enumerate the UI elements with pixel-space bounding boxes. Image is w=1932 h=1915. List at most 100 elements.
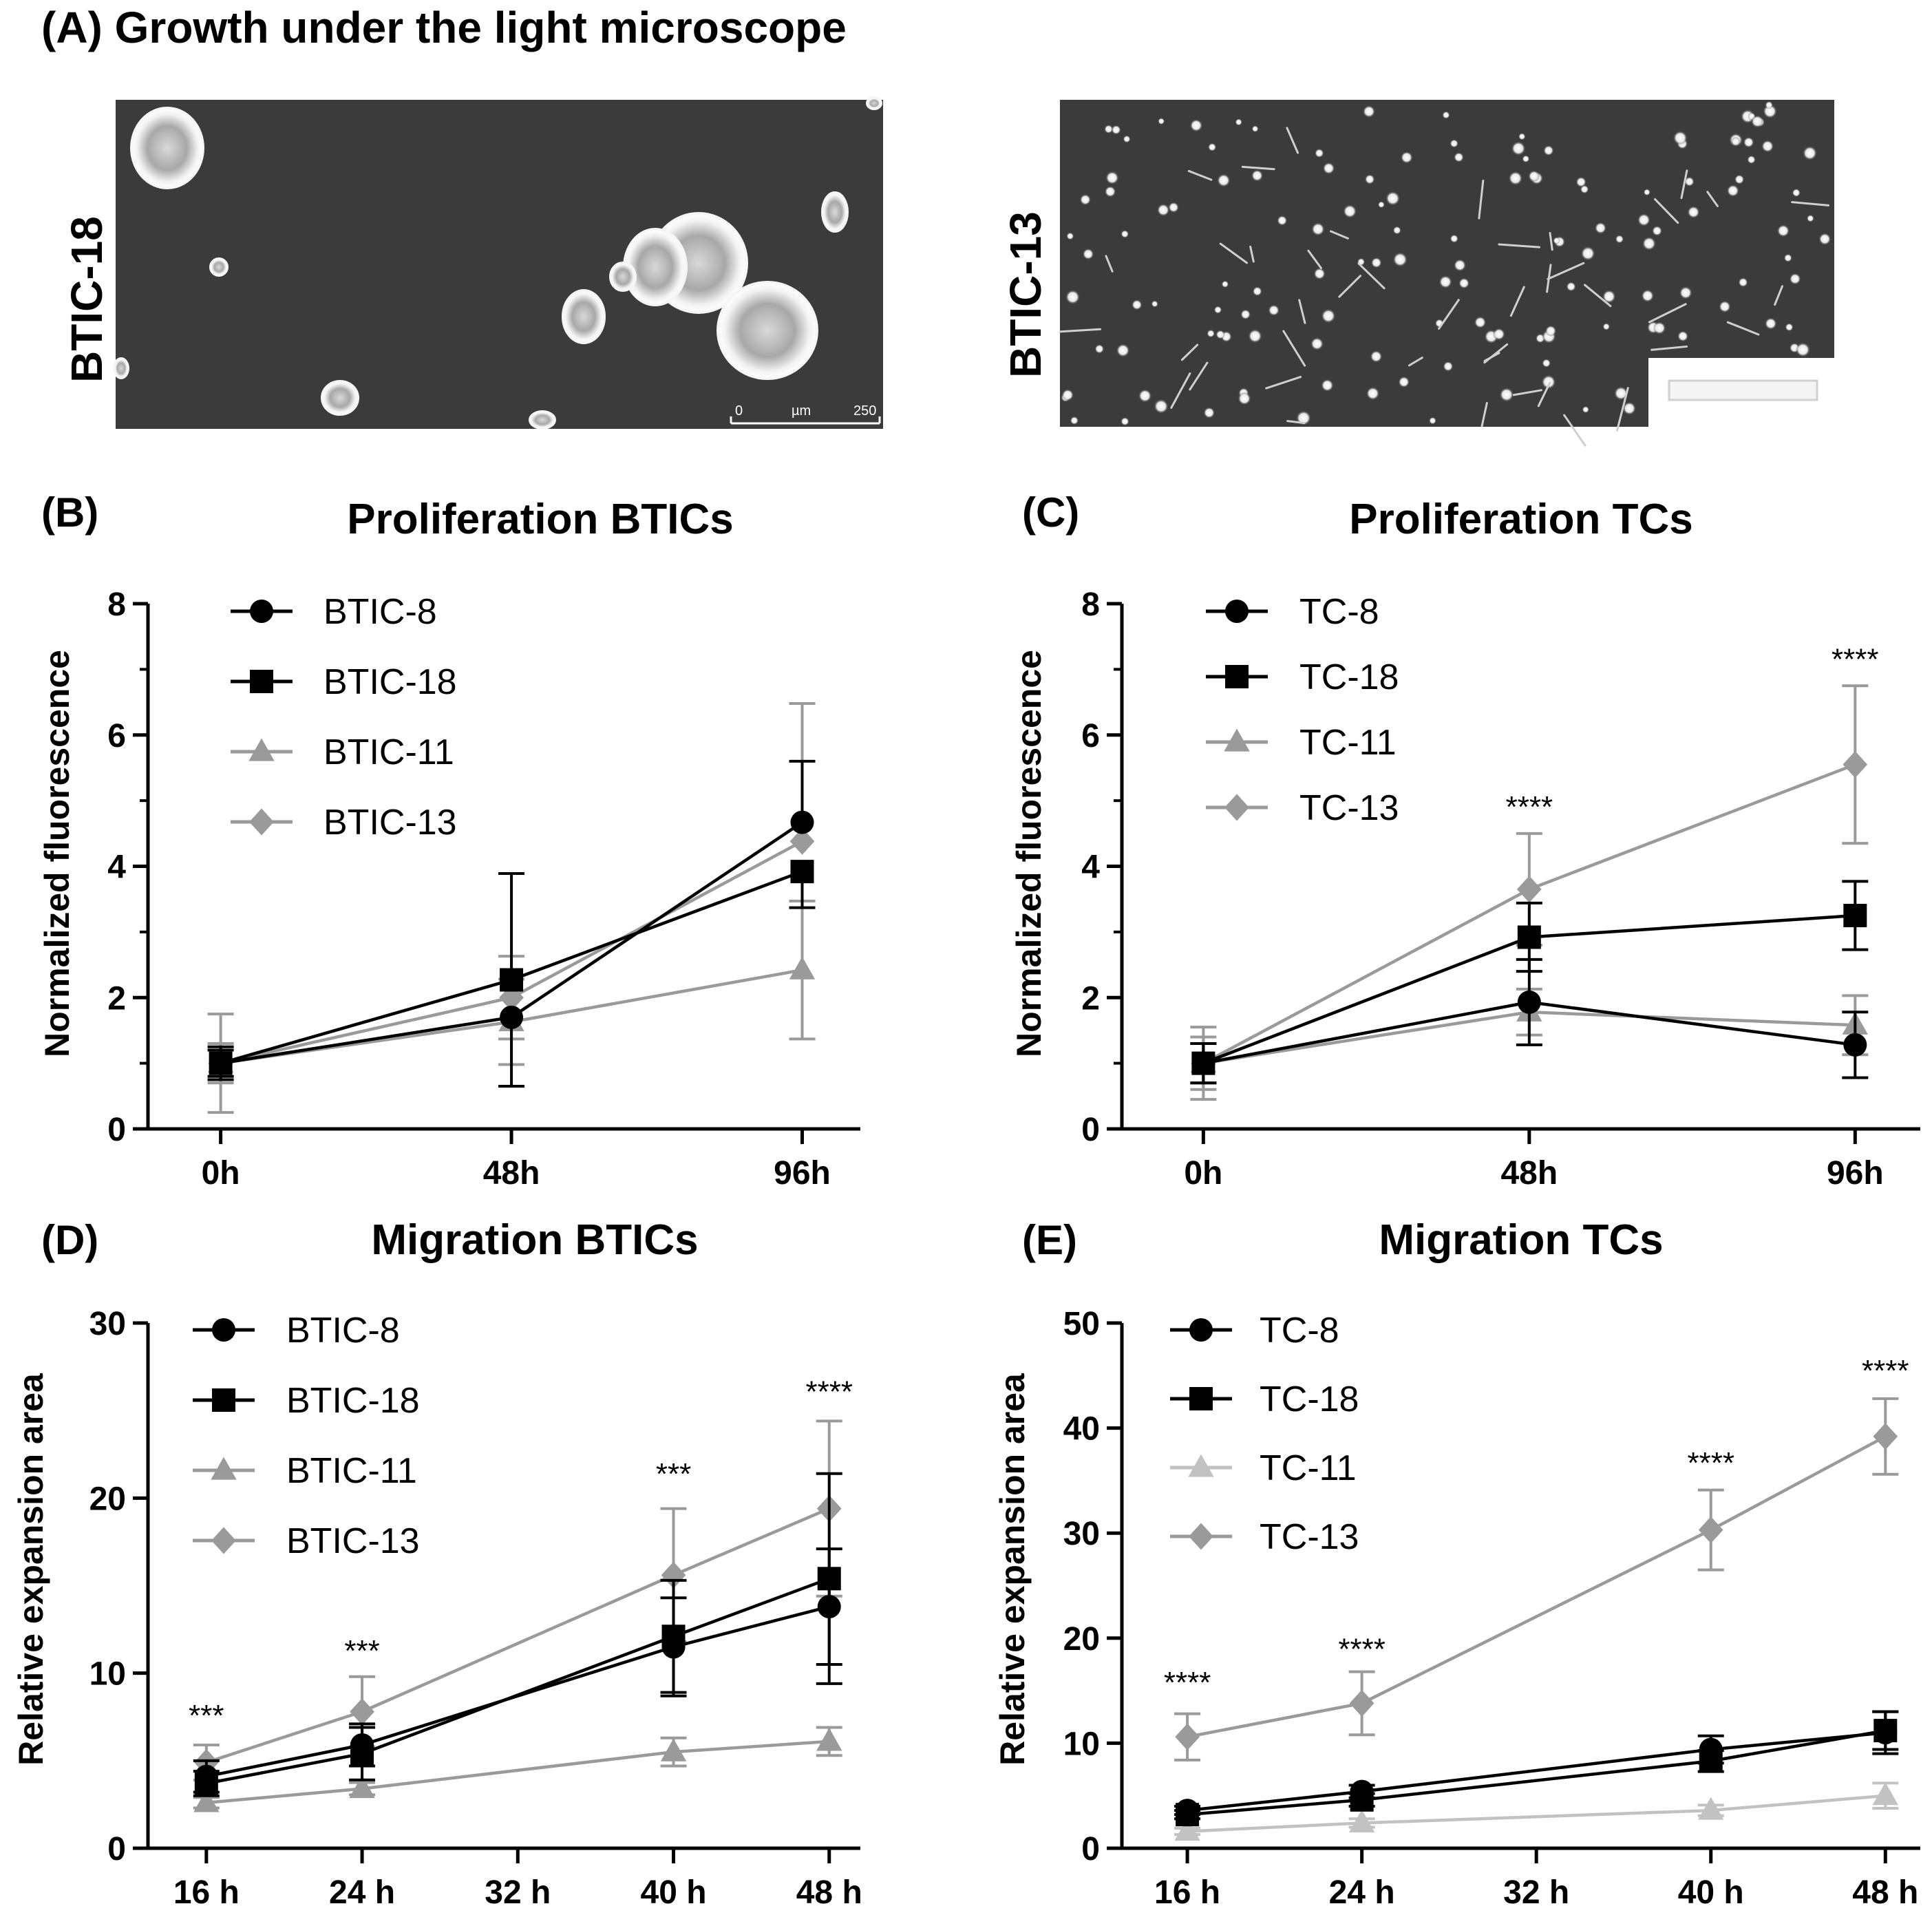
cell-spot [1553,237,1560,244]
cell-process [1680,169,1688,200]
cell-spot [1066,232,1074,240]
legend-label: BTIC-8 [286,1311,400,1351]
cell-spot [1392,252,1408,267]
data-point [1698,1516,1723,1544]
legend-marker [250,600,273,623]
y-tick-label: 20 [1063,1621,1100,1658]
cell-spot [1508,171,1523,186]
x-tick-label: 96h [1827,1155,1884,1192]
y-tick-label: 4 [1081,849,1100,886]
cell-process [1498,243,1541,248]
legend: BTIC-8 BTIC-18 BTIC-11 BTIC-13 [231,592,457,843]
data-point [790,810,814,834]
significance-label: **** [1687,1446,1734,1480]
data-point [1843,1033,1867,1057]
data-point [1517,990,1541,1014]
cell-spot [1544,325,1557,337]
cell-sphere [623,228,688,306]
cell-spot [1377,201,1385,209]
cell-sphere [529,410,556,430]
cell-process [1509,286,1525,317]
significance-label: **** [1164,1666,1211,1700]
data-point [500,968,524,992]
cell-spot [1111,125,1121,135]
plot-area: 0 2 4 6 8 0h 48h 96h **** **** [1081,586,1920,1192]
legend-marker [211,1527,236,1554]
cell-spot [1151,300,1158,308]
data-point [1191,1051,1216,1075]
legend-label: TC-11 [1299,723,1397,763]
cell-spot [1622,401,1636,416]
cell-spot [1641,289,1655,303]
data-point [500,1005,524,1029]
y-axis-label: Relative expansion area [12,1373,50,1766]
cell-spot [1240,309,1251,320]
cell-spot [1580,246,1595,261]
data-point [1174,1818,1200,1841]
cell-spot [1385,191,1401,206]
series-btic-18 [207,860,816,1078]
y-tick-label: 20 [89,1481,126,1517]
significance-label: *** [656,1457,691,1491]
cell-spot [1806,214,1814,222]
cell-process [1584,284,1612,308]
cell-spot [1429,416,1436,425]
cell-process [1648,303,1687,324]
cell-process [1726,321,1760,336]
cell-spot [1221,280,1229,288]
significance-label: **** [1338,1632,1386,1666]
series-line [206,1739,829,1805]
panel-label: (D) [41,1217,98,1263]
y-tick-label: 50 [1063,1306,1100,1342]
cell-spot [1364,174,1375,184]
cell-spot [1398,376,1410,388]
cell-spot [1442,111,1450,119]
data-point [1350,1788,1374,1812]
series-btic-8 [193,1547,842,1794]
cell-spot [1154,399,1169,414]
cell-spot [1454,152,1464,162]
cell-spot [1252,286,1262,297]
legend-marker [250,670,273,693]
series-tc-13 [1174,1397,1899,1761]
x-tick-label: 0h [202,1155,240,1192]
cell-process [1512,389,1542,396]
cell-spot [1310,337,1324,350]
cell-spot [1213,306,1222,314]
cell-spot [1677,330,1689,342]
x-tick-label: 24 h [1329,1874,1395,1911]
cell-spot [1642,236,1657,251]
cell-spot [1528,170,1540,182]
significance-label: **** [1862,1354,1909,1388]
series-line [1187,1794,1886,1833]
legend-label: BTIC-11 [323,732,454,772]
cell-sphere [821,191,849,233]
legend-label: TC-13 [1260,1517,1359,1557]
cell-process [1438,299,1460,330]
chart-proliferation-tcs: (C) Proliferation TCs Normalized fluores… [1010,489,1920,1192]
cell-process [1249,245,1255,263]
cell-process [1408,357,1423,367]
cell-spheres [113,96,882,430]
data-point [1516,876,1542,903]
x-tick-label: 48h [483,1155,540,1192]
legend-marker [1224,794,1249,821]
legend-label: TC-8 [1260,1311,1339,1351]
cell-process [1650,345,1688,351]
cell-spot [1747,155,1756,165]
chart-migration-tcs: (E) Migration TCs Relative expansion are… [993,1216,1920,1911]
significance-label: **** [806,1375,853,1408]
cell-spot [1251,169,1264,182]
legend-label: TC-13 [1299,788,1399,828]
scale-unit: µm [792,403,811,419]
x-tick-label: 96h [774,1155,831,1192]
legend-marker [1188,1454,1214,1477]
y-tick-label: 10 [1063,1726,1100,1762]
series-line [1187,1731,1886,1812]
cell-process [1286,420,1306,425]
data-point [789,827,815,855]
cell-sphere [130,107,204,189]
cell-process [1219,242,1249,264]
cell-spot [1738,277,1748,288]
cell-spot [1789,273,1801,285]
